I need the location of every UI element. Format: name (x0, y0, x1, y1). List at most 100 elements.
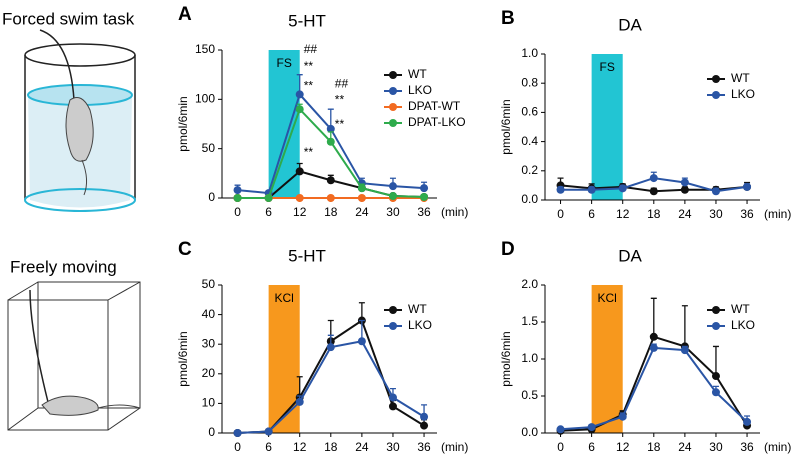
x-tick-label: 36 (740, 440, 754, 454)
chart-title: DA (618, 15, 642, 34)
y-axis-label: pmol/6min (176, 331, 190, 386)
x-tick-label: 12 (293, 205, 307, 219)
y-axis-label: pmol/6min (499, 99, 513, 154)
data-point (388, 192, 397, 201)
data-point (233, 194, 242, 202)
x-tick-label: 30 (709, 440, 723, 454)
chart-title: 5-HT (288, 11, 326, 30)
y-axis-label: pmol/6min (176, 96, 190, 151)
chart-title: DA (618, 246, 642, 265)
panel-letter: C (178, 239, 192, 260)
x-axis-label: (min) (441, 440, 468, 454)
x-axis-label: (min) (764, 207, 791, 221)
y-axis-label: pmol/6min (499, 331, 513, 386)
data-point (649, 343, 658, 352)
annotation: ** (304, 145, 314, 159)
data-point (264, 194, 273, 202)
y-tick-label: 0.2 (521, 163, 538, 177)
data-point (420, 412, 429, 421)
legend-label: DPAT-LKO (408, 115, 466, 129)
x-tick-label: 36 (417, 205, 431, 219)
y-tick-label: 0.8 (521, 75, 538, 89)
y-tick-label: 0.5 (521, 388, 538, 402)
chart-panel: KCl 0.0 0.5 1.0 1.5 2.0 0 6 12 18 24 30 36 (min) pmol/… (499, 239, 791, 454)
data-point (388, 393, 397, 402)
data-point (618, 412, 627, 421)
panel-letter: D (501, 239, 515, 260)
data-point (357, 194, 366, 202)
data-point (295, 194, 304, 202)
x-tick-label: 18 (324, 205, 338, 219)
data-point (326, 124, 335, 133)
x-tick-label: 0 (234, 440, 241, 454)
stimulus-label: FS (599, 60, 614, 74)
x-tick-label: 24 (678, 207, 692, 221)
legend-label: LKO (731, 318, 755, 332)
x-tick-label: 36 (417, 440, 431, 454)
legend-marker (389, 71, 397, 79)
x-axis-label: (min) (764, 440, 791, 454)
stimulus-band (591, 285, 623, 433)
data-point (680, 185, 689, 194)
data-point (743, 182, 752, 191)
y-tick-label: 20 (202, 366, 216, 380)
y-tick-label: 0 (208, 425, 215, 439)
data-point (264, 427, 273, 436)
y-tick-label: 0.0 (521, 425, 538, 439)
data-point (326, 343, 335, 352)
illustration-free: Freely moving (7, 257, 141, 431)
legend-label: WT (408, 67, 427, 81)
beaker-wall (24, 55, 136, 200)
x-tick-label: 6 (265, 440, 272, 454)
stimulus-band (268, 285, 300, 433)
y-tick-label: 0 (208, 190, 215, 204)
x-tick-label: 30 (386, 205, 400, 219)
chart-title: 5-HT (288, 246, 326, 265)
annotation: ** (304, 59, 314, 73)
y-tick-label: 2.0 (521, 277, 538, 291)
data-point (680, 178, 689, 187)
mouse (41, 395, 99, 416)
x-tick-label: 6 (588, 440, 595, 454)
legend-label: DPAT-WT (408, 99, 461, 113)
data-point (420, 421, 429, 430)
data-point (326, 137, 335, 146)
legend-marker (712, 306, 720, 314)
data-point (420, 184, 429, 193)
data-point (556, 425, 565, 434)
data-point (295, 167, 304, 176)
annotation: ** (304, 79, 314, 93)
data-point (743, 417, 752, 426)
x-tick-label: 30 (386, 440, 400, 454)
x-tick-label: 18 (647, 207, 661, 221)
x-tick-label: 12 (293, 440, 307, 454)
chart-panel: KCl 0 10 20 30 40 50 0 6 12 18 24 30 36 (min) pmol/6min… (176, 239, 468, 454)
y-tick-label: 50 (202, 141, 216, 155)
data-point (357, 184, 366, 193)
x-tick-label: 6 (265, 205, 272, 219)
data-point (233, 186, 242, 195)
legend-marker (389, 103, 397, 111)
data-point (420, 193, 429, 202)
data-point (388, 402, 397, 411)
data-point (711, 388, 720, 397)
data-point (649, 174, 658, 183)
x-tick-label: 36 (740, 207, 754, 221)
data-point (326, 176, 335, 185)
legend-marker (389, 119, 397, 127)
series-line (560, 346, 748, 431)
x-tick-label: 0 (234, 205, 241, 219)
legend-label: WT (408, 302, 427, 316)
y-tick-label: 10 (202, 396, 216, 410)
error-bar (650, 297, 657, 337)
annotation: ** (335, 92, 345, 106)
tether (39, 29, 75, 101)
legend-label: LKO (731, 87, 755, 101)
y-tick-label: 100 (195, 92, 215, 106)
data-point (556, 185, 565, 194)
y-tick-label: 40 (202, 307, 216, 321)
illustration-label: Freely moving (10, 257, 117, 276)
y-tick-label: 30 (202, 336, 216, 350)
data-point (649, 332, 658, 341)
x-tick-label: 12 (616, 207, 630, 221)
